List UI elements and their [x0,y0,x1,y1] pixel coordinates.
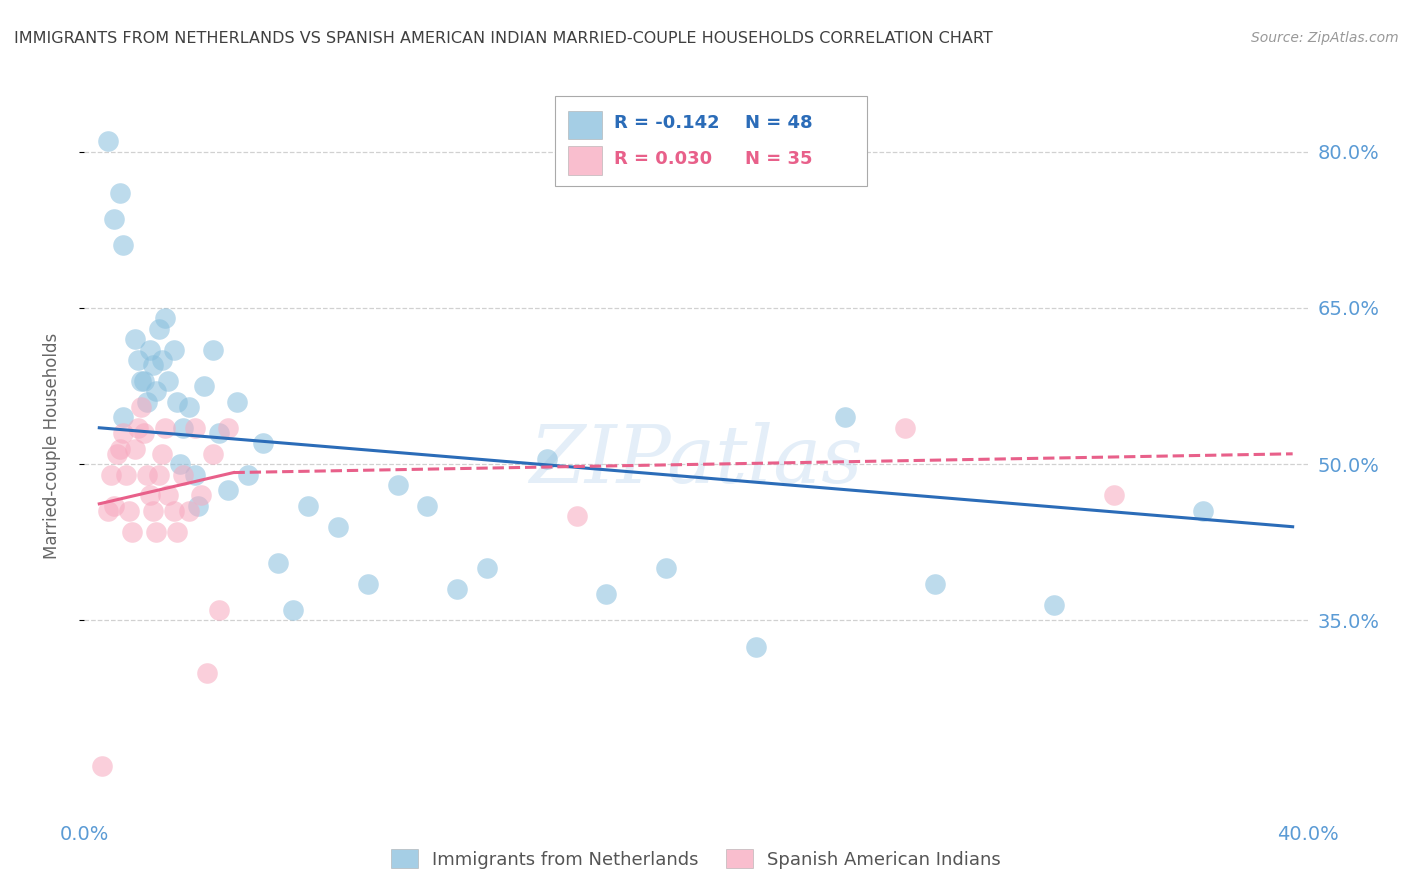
Point [145,524,167,539]
Point [153,421,176,435]
FancyBboxPatch shape [568,146,602,175]
Point [150,353,173,368]
Point [105,447,128,461]
Point [115,467,138,482]
FancyBboxPatch shape [568,111,602,139]
Point [184,467,207,482]
Point [387,478,409,492]
Text: 40.0%: 40.0% [1277,824,1339,844]
Text: ZIPatlas: ZIPatlas [529,422,863,499]
Point [1102,488,1125,502]
Point [103,499,125,513]
Point [100,467,122,482]
Text: R = 0.030: R = 0.030 [614,150,713,168]
Point [145,384,167,399]
Point [103,212,125,227]
Point [91,759,114,773]
Point [127,353,149,368]
Point [112,425,135,440]
Point [118,504,141,518]
Point [156,374,179,388]
Point [148,467,170,482]
Point [217,421,239,435]
Text: IMMIGRANTS FROM NETHERLANDS VS SPANISH AMERICAN INDIAN MARRIED-COUPLE HOUSEHOLDS: IMMIGRANTS FROM NETHERLANDS VS SPANISH A… [14,31,993,46]
Point [326,520,349,534]
Legend: Immigrants from Netherlands, Spanish American Indians: Immigrants from Netherlands, Spanish Ame… [384,842,1008,876]
Point [207,425,229,440]
Point [924,577,946,591]
Point [148,322,170,336]
FancyBboxPatch shape [555,96,868,186]
Point [744,640,766,654]
Point [655,561,678,575]
Point [150,447,173,461]
Point [565,509,588,524]
Point [225,394,247,409]
Point [129,374,152,388]
Point [267,556,290,570]
Point [283,603,305,617]
Point [108,186,131,201]
Point [172,421,194,435]
Text: 0.0%: 0.0% [59,824,110,844]
Point [357,577,380,591]
Y-axis label: Married-couple Households: Married-couple Households [42,333,60,559]
Point [193,379,215,393]
Point [166,524,188,539]
Point [201,343,224,357]
Point [142,358,165,372]
Point [201,447,224,461]
Point [132,425,155,440]
Point [446,582,468,597]
Point [190,488,212,502]
Point [163,504,186,518]
Point [195,665,218,680]
Text: Source: ZipAtlas.com: Source: ZipAtlas.com [1251,31,1399,45]
Point [184,421,207,435]
Point [177,400,200,414]
Point [1043,598,1066,612]
Point [187,499,209,513]
Point [156,488,179,502]
Point [894,421,917,435]
Point [207,603,229,617]
Point [1192,504,1215,518]
Text: N = 48: N = 48 [745,114,813,132]
Point [97,134,120,148]
Point [108,442,131,456]
Point [97,504,120,518]
Point [136,394,159,409]
Point [112,410,135,425]
Point [124,332,146,346]
Text: R = -0.142: R = -0.142 [614,114,720,132]
Point [139,488,162,502]
Point [536,452,558,467]
Point [166,394,188,409]
Point [142,504,165,518]
Point [172,467,194,482]
Point [416,499,439,513]
Point [129,400,152,414]
Point [217,483,239,498]
Point [169,457,191,471]
Point [112,238,135,252]
Point [127,421,149,435]
Point [238,467,260,482]
Point [136,467,159,482]
Point [252,436,274,450]
Point [834,410,856,425]
Point [163,343,186,357]
Point [595,587,617,601]
Point [132,374,155,388]
Point [124,442,146,456]
Point [297,499,319,513]
Text: N = 35: N = 35 [745,150,813,168]
Point [153,311,176,326]
Point [139,343,162,357]
Point [121,524,143,539]
Point [475,561,498,575]
Point [177,504,200,518]
